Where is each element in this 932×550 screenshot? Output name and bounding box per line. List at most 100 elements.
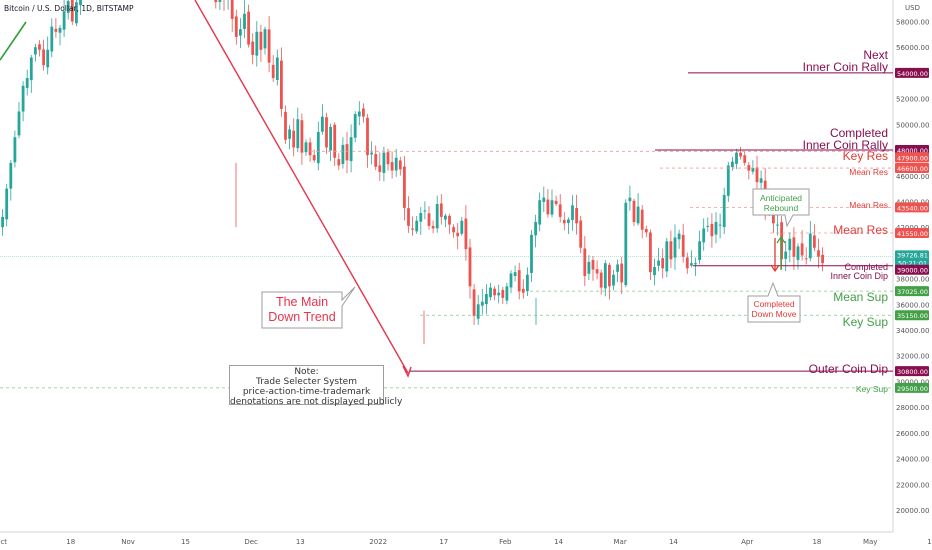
x-tick-label: Mar [613, 538, 626, 546]
candle-body [718, 224, 722, 226]
candle-body [275, 57, 279, 80]
candle-body [431, 226, 435, 229]
candle-body [612, 274, 615, 286]
candle-body [649, 232, 652, 273]
candle-body [345, 144, 349, 161]
next-inner-coin-rally-label: Inner Coin Rally [803, 60, 888, 74]
candle-body [509, 273, 513, 288]
key-sup-2-label: Key Sup [856, 384, 888, 394]
candle-body [702, 228, 706, 243]
candle-body [603, 263, 607, 289]
candle-body [571, 205, 574, 220]
main-down-trend-label: The Main [276, 295, 328, 309]
candle-body [599, 272, 603, 288]
candle-body [247, 11, 250, 45]
note-line-2: Trade Selecter System [256, 377, 357, 387]
candle-body [538, 200, 542, 225]
candle-body [25, 78, 29, 88]
tag-43540: 43540.00 [897, 204, 928, 212]
main-down-trend-callout [261, 286, 356, 329]
candle-body [378, 165, 382, 172]
candle-body [747, 165, 751, 171]
candle-body [251, 41, 255, 55]
mean-res-2-label: Mean Res [849, 200, 888, 210]
candle-body [38, 44, 41, 50]
candle-body [567, 219, 570, 224]
tag-43540-bg [895, 202, 929, 213]
tag-30800: 30800.00 [897, 368, 928, 376]
completed-inner-coin-dip-label: Inner Coin Dip [830, 271, 888, 281]
candle-body [325, 117, 328, 148]
candle-body [575, 208, 578, 224]
candle-body [292, 130, 296, 148]
completed-down-label: Completed [753, 299, 794, 309]
candle-body [710, 223, 714, 237]
candle-body [640, 209, 644, 230]
candle-body [587, 261, 591, 274]
candle-body [489, 287, 492, 298]
y-tick-label: 58000.00 [896, 19, 929, 27]
candle-body [21, 85, 25, 112]
candle-body [534, 222, 537, 236]
x-tick-label: 14 [554, 538, 563, 546]
candle-body [366, 117, 369, 156]
tag-54000: 54000.00 [897, 70, 928, 78]
candle-body [386, 152, 390, 165]
y-tick-label: 36000.00 [896, 301, 929, 309]
tag-41550-bg [895, 227, 929, 238]
tag-46600-bg [895, 163, 929, 174]
y-tick-label: 24000.00 [896, 456, 929, 464]
candle-body [423, 210, 427, 212]
mean-sup-label: Mean Sup [833, 290, 888, 304]
anticipated-rebound-callout [752, 188, 810, 228]
tag-39000: 39000.00 [897, 267, 928, 275]
trend-arrowhead [402, 365, 412, 378]
tag-39000-bg [895, 264, 929, 275]
candle-body [46, 49, 50, 68]
candle-body [403, 166, 406, 208]
candle-body [731, 161, 734, 168]
candle-body [698, 241, 701, 261]
mean-res-3-label: Mean Res [833, 223, 888, 237]
candle-body [788, 238, 792, 251]
tag-47900-bg [895, 152, 929, 163]
candle-body [542, 197, 546, 202]
candle-body [255, 31, 259, 56]
y-tick-label: 38000.00 [896, 276, 929, 284]
outer-coin-dip-label: Outer Coin Dip [809, 362, 889, 376]
candle-body [480, 301, 484, 306]
candle-body [476, 304, 480, 319]
note-line-4: denotations are not displayed publicly [230, 397, 403, 407]
tag-countdown: 50:21:01 [898, 259, 927, 267]
candle-body [759, 178, 763, 183]
candle-body [632, 200, 636, 223]
candle-body [390, 162, 394, 171]
main-down-trend-label: Down Trend [268, 310, 335, 324]
candle-body [661, 258, 665, 269]
y-tick-label: 26000.00 [896, 430, 929, 438]
tag-last-price: 39726.81 [897, 251, 928, 259]
candle-body [562, 219, 566, 224]
key-sup-1-label: Key Sup [843, 315, 889, 329]
tag-29500-bg [895, 382, 929, 393]
x-tick-label: 13 [296, 538, 305, 546]
candle-body [772, 210, 775, 224]
candle-body [735, 152, 738, 164]
candle-body [579, 220, 583, 248]
candle-body [349, 137, 353, 162]
candle-body [526, 274, 529, 292]
candle-body [714, 222, 718, 235]
candle-body [304, 142, 308, 153]
tag-last-bg [895, 250, 929, 269]
candle-body [394, 157, 398, 171]
candle-body [357, 111, 361, 117]
candle-body [316, 132, 320, 164]
tag-54000-bg [895, 67, 929, 78]
candle-body [722, 195, 726, 228]
candle-body [792, 237, 796, 257]
candle-body [669, 241, 673, 260]
candle-body [312, 155, 316, 161]
tag-37025-bg [895, 286, 929, 297]
candle-body [739, 152, 742, 157]
